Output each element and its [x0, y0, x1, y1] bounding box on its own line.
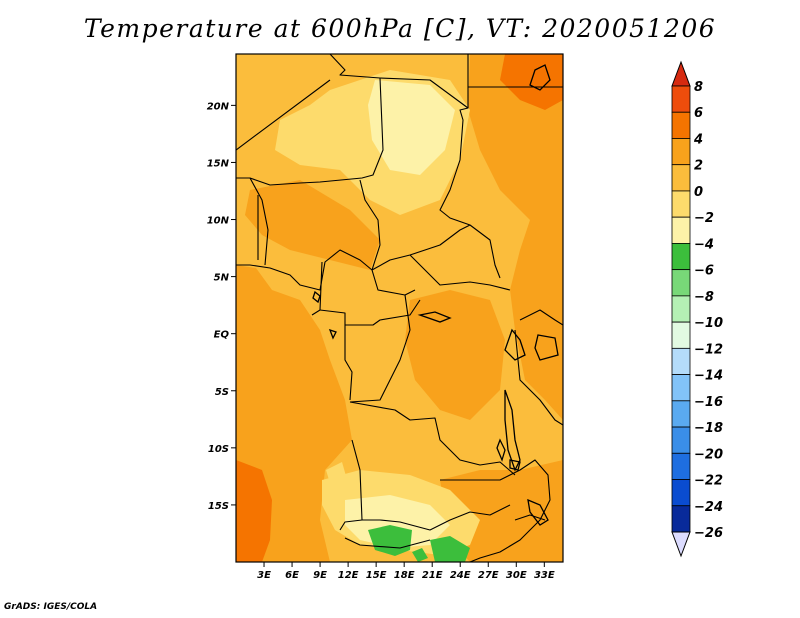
region-east-2-to-4 — [468, 54, 563, 420]
x-tick-label: 3E — [257, 570, 271, 581]
colorbar-label: −8 — [694, 290, 714, 305]
colorbar-label: −20 — [694, 447, 723, 462]
colorbar-bin — [671, 164, 691, 192]
colorbar-top-arrow — [671, 60, 691, 87]
colorbar-bin — [671, 452, 691, 480]
colorbar-bin — [671, 85, 691, 113]
x-tick-label: 27E — [478, 570, 499, 581]
colorbar-label: −18 — [694, 421, 723, 436]
colorbar-bin — [671, 400, 691, 428]
region-north-minus4-to-minus2 — [368, 80, 455, 175]
x-tick-label: 15E — [366, 570, 387, 581]
colorbar: 8 6 4 2 0 −2 −4 −6 −8 −10 −12 −14 −16 −18 −20 −22 −24 −26 — [671, 60, 723, 558]
y-tick-label: 10N — [207, 216, 230, 227]
region-central-2-to-4 — [245, 180, 380, 270]
colorbar-bin — [671, 190, 691, 218]
colorbar-label: 2 — [694, 159, 703, 174]
region-congo-2-to-4 — [405, 290, 505, 420]
x-tick-label: 21E — [422, 570, 443, 581]
colorbar-label: −24 — [694, 500, 723, 515]
y-tick-label: 5S — [215, 387, 229, 398]
colorbar-bin — [671, 505, 691, 533]
colorbar-bin — [671, 216, 691, 244]
colorbar-bin — [671, 321, 691, 349]
x-tick-label: 18E — [394, 570, 415, 581]
x-tick-label: 30E — [506, 570, 527, 581]
colorbar-label: 6 — [694, 106, 703, 121]
temperature-map — [236, 54, 563, 562]
x-tick-label: 6E — [285, 570, 299, 581]
x-axis: 3E 6E 9E 12E 15E 18E 21E 24E 27E 30E 33E — [257, 562, 555, 581]
x-tick-label: 9E — [313, 570, 327, 581]
colorbar-label: −10 — [694, 316, 723, 331]
y-tick-label: 20N — [207, 101, 230, 112]
region-southwest-minus2-to-0 — [326, 462, 350, 500]
region-south-minus6-to-minus4-c — [412, 548, 428, 562]
colorbar-label: −14 — [694, 369, 723, 384]
colorbar-bin — [671, 479, 691, 507]
y-axis: 20N 15N 10N 5N EQ 5S 10S 15S — [207, 101, 236, 512]
colorbar-bin — [671, 138, 691, 166]
colorbar-bin — [671, 111, 691, 139]
region-southwest-4-to-6 — [236, 460, 272, 562]
colorbar-label: −16 — [694, 395, 723, 410]
colorbar-bin — [671, 347, 691, 375]
colorbar-label: 8 — [694, 80, 703, 95]
colorbar-label: −12 — [694, 342, 723, 357]
colorbar-bin — [671, 374, 691, 402]
colorbar-bin — [671, 243, 691, 271]
colorbar-bin — [671, 295, 691, 323]
colorbar-label: −6 — [694, 264, 714, 279]
chart-title: Temperature at 600hPa [C], VT: 202005120… — [83, 14, 717, 43]
colorbar-bottom-arrow — [671, 531, 691, 558]
y-tick-label: 15N — [207, 158, 230, 169]
region-south-minus6-to-minus4-b — [430, 536, 470, 562]
y-tick-label: EQ — [214, 330, 230, 341]
y-tick-label: 15S — [208, 501, 229, 512]
colorbar-label: 4 — [693, 132, 703, 147]
map-frame — [235, 53, 564, 563]
x-tick-label: 24E — [450, 570, 471, 581]
x-tick-label: 12E — [338, 570, 359, 581]
colorbar-bin — [671, 426, 691, 454]
colorbar-label: −4 — [694, 237, 714, 252]
grads-credit: GrADS: IGES/COLA — [4, 602, 98, 612]
y-tick-label: 5N — [214, 273, 230, 284]
y-tick-label: 10S — [208, 444, 229, 455]
country-borders — [236, 54, 563, 562]
colorbar-label: −2 — [694, 211, 714, 226]
x-tick-label: 33E — [534, 570, 555, 581]
colorbar-label: 0 — [694, 185, 703, 200]
lakes-and-coasts — [312, 64, 559, 526]
colorbar-bin — [671, 269, 691, 297]
colorbar-label: −22 — [694, 474, 723, 489]
colorbar-label: −26 — [694, 526, 723, 541]
